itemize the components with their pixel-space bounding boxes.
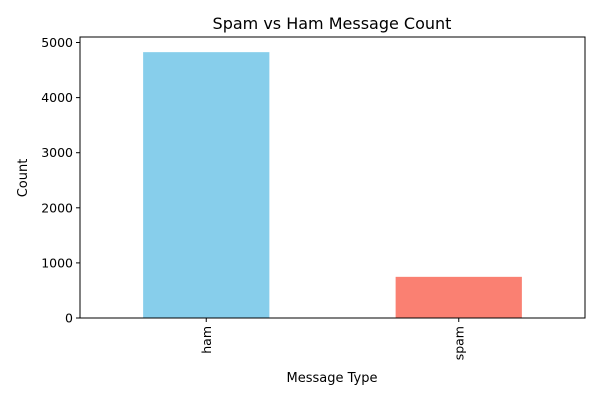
y-axis-label: Count: [16, 159, 31, 198]
plot-frame: [79, 36, 586, 319]
y-tick-label: 3000: [41, 145, 73, 160]
y-tick-label: 1000: [41, 255, 73, 270]
x-axis: ham spam: [199, 318, 466, 360]
x-tick-label-spam: spam: [451, 326, 466, 360]
y-axis: 0 1000 2000 3000 4000 5000: [41, 35, 80, 326]
y-tick-label: 2000: [41, 200, 73, 215]
y-tick-label: 0: [65, 311, 73, 326]
plot-area: [143, 52, 522, 318]
y-tick-label: 4000: [41, 90, 73, 105]
x-axis-label: Message Type: [287, 371, 378, 386]
bar-ham: [143, 52, 270, 318]
chart-title: Spam vs Ham Message Count: [213, 14, 452, 33]
bar-spam: [395, 276, 522, 318]
y-tick-label: 5000: [41, 35, 73, 50]
x-tick-label-ham: ham: [199, 326, 214, 354]
